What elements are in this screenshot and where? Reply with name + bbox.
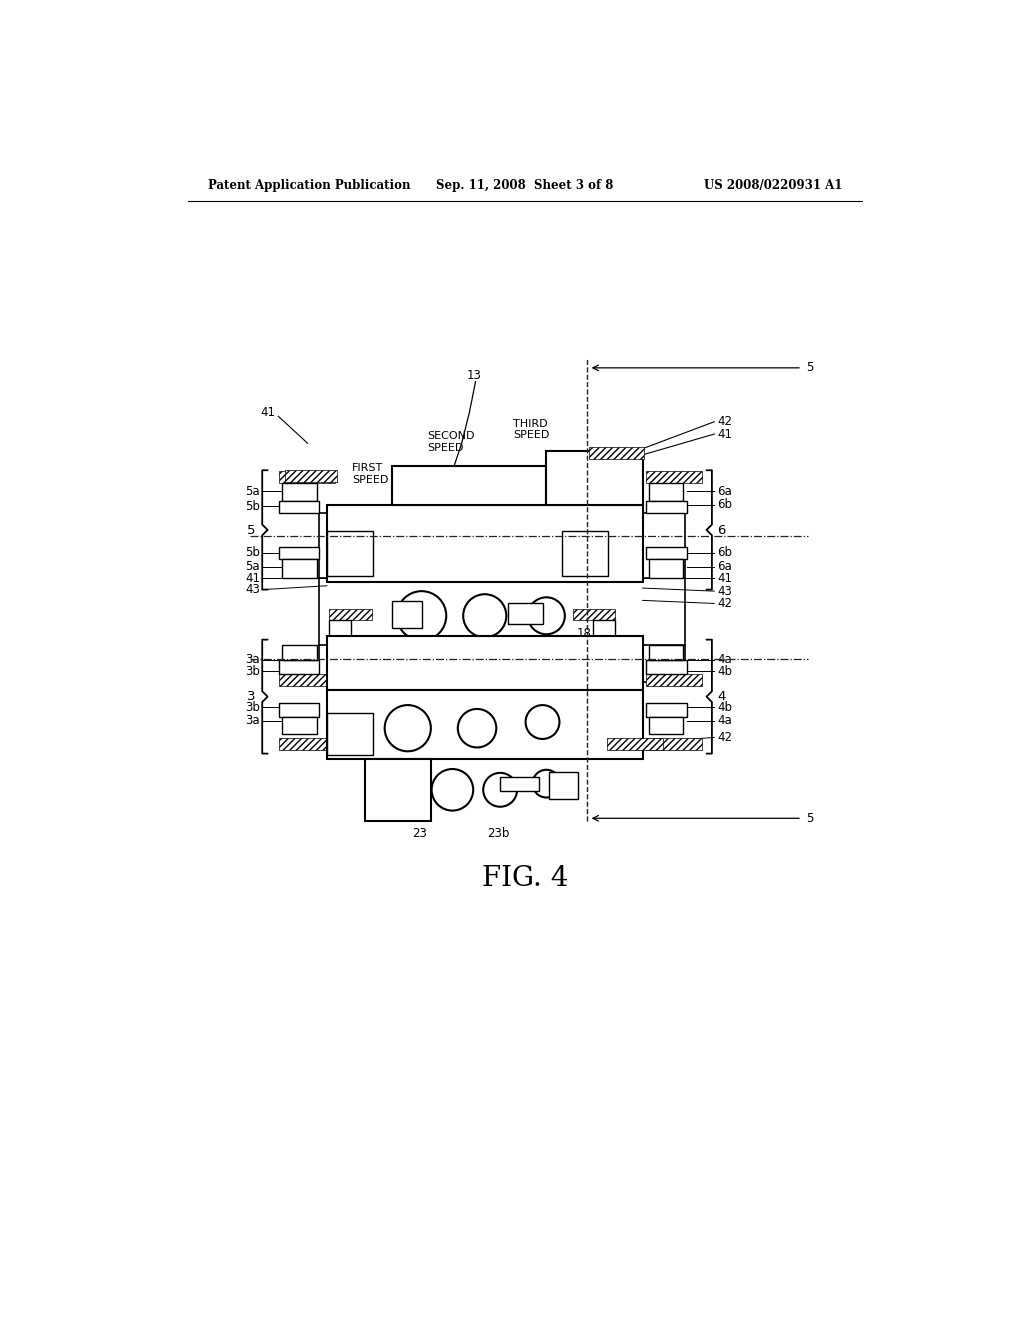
Text: 41: 41 bbox=[260, 407, 275, 418]
Bar bbox=[646, 502, 686, 512]
Text: 3b: 3b bbox=[245, 701, 260, 714]
Bar bbox=[283, 558, 316, 578]
Text: 5: 5 bbox=[807, 362, 814, 375]
Bar bbox=[280, 675, 335, 686]
Text: 5: 5 bbox=[247, 524, 255, 537]
Circle shape bbox=[463, 594, 506, 638]
Bar bbox=[547, 451, 643, 506]
Bar bbox=[590, 636, 618, 651]
Bar bbox=[589, 447, 644, 459]
Bar bbox=[280, 548, 319, 558]
Bar bbox=[327, 506, 643, 582]
Text: 3a: 3a bbox=[246, 714, 260, 727]
Bar bbox=[646, 548, 686, 558]
Text: 23b: 23b bbox=[487, 826, 510, 840]
Text: 18: 18 bbox=[578, 627, 592, 640]
Bar bbox=[646, 471, 701, 483]
Bar bbox=[283, 645, 316, 660]
Text: 6a: 6a bbox=[717, 560, 732, 573]
Bar bbox=[593, 620, 614, 636]
Bar bbox=[572, 609, 614, 620]
Text: 4b: 4b bbox=[717, 701, 732, 714]
Text: 3b: 3b bbox=[245, 665, 260, 677]
Text: 4a: 4a bbox=[717, 653, 732, 667]
Text: 42: 42 bbox=[717, 597, 732, 610]
Text: 5: 5 bbox=[807, 812, 814, 825]
Bar bbox=[500, 777, 539, 792]
Text: 13: 13 bbox=[467, 370, 482, 381]
Text: 3a: 3a bbox=[246, 653, 260, 667]
Text: 5b: 5b bbox=[245, 500, 260, 513]
Circle shape bbox=[432, 770, 473, 810]
Text: 41: 41 bbox=[717, 428, 732, 441]
Text: 43: 43 bbox=[717, 585, 732, 598]
Text: FIG. 4: FIG. 4 bbox=[481, 865, 568, 892]
Text: 43: 43 bbox=[245, 583, 260, 597]
Bar bbox=[280, 660, 319, 675]
Text: 5b: 5b bbox=[245, 546, 260, 560]
Bar bbox=[508, 603, 543, 624]
Circle shape bbox=[397, 591, 446, 640]
Circle shape bbox=[385, 705, 431, 751]
Bar bbox=[327, 636, 643, 689]
Bar bbox=[649, 483, 683, 502]
Text: 6b: 6b bbox=[717, 546, 732, 560]
Text: THIRD
SPEED: THIRD SPEED bbox=[513, 418, 550, 441]
Bar bbox=[649, 558, 683, 578]
Bar bbox=[330, 636, 358, 651]
Bar bbox=[283, 717, 316, 734]
Bar bbox=[549, 772, 578, 799]
Bar bbox=[646, 738, 701, 750]
Text: FIRST
SPEED: FIRST SPEED bbox=[352, 463, 389, 484]
Text: US 2008/0220931 A1: US 2008/0220931 A1 bbox=[703, 178, 842, 191]
Circle shape bbox=[532, 770, 560, 797]
Text: 41: 41 bbox=[245, 572, 260, 585]
Text: 23: 23 bbox=[412, 826, 427, 840]
Bar bbox=[280, 702, 319, 717]
Circle shape bbox=[525, 705, 559, 739]
Bar bbox=[392, 466, 547, 506]
Bar bbox=[327, 531, 373, 576]
Bar bbox=[646, 660, 686, 675]
Bar bbox=[607, 738, 663, 750]
Circle shape bbox=[458, 709, 497, 747]
Text: 4a: 4a bbox=[717, 714, 732, 727]
Text: 42: 42 bbox=[717, 416, 732, 428]
Text: 42: 42 bbox=[717, 731, 732, 744]
Bar bbox=[366, 759, 431, 821]
Bar bbox=[280, 502, 319, 512]
Text: SECOND
SPEED: SECOND SPEED bbox=[427, 430, 474, 453]
Bar bbox=[649, 717, 683, 734]
Text: Patent Application Publication: Patent Application Publication bbox=[208, 178, 410, 191]
Text: 5a: 5a bbox=[246, 560, 260, 573]
Text: 5a: 5a bbox=[246, 484, 260, 498]
Text: Sep. 11, 2008  Sheet 3 of 8: Sep. 11, 2008 Sheet 3 of 8 bbox=[436, 178, 613, 191]
Text: 3: 3 bbox=[247, 690, 255, 704]
Text: 6: 6 bbox=[717, 524, 726, 537]
Text: 41: 41 bbox=[717, 572, 732, 585]
Bar bbox=[646, 702, 686, 717]
Bar bbox=[283, 483, 316, 502]
Bar bbox=[285, 470, 337, 482]
Circle shape bbox=[483, 774, 517, 807]
Bar bbox=[646, 675, 701, 686]
Circle shape bbox=[528, 597, 565, 635]
Text: 4: 4 bbox=[717, 690, 726, 704]
Bar bbox=[280, 471, 335, 483]
Text: 6b: 6b bbox=[717, 499, 732, 511]
Bar bbox=[562, 531, 608, 576]
Bar bbox=[280, 738, 335, 750]
Bar bbox=[392, 601, 422, 628]
Bar bbox=[330, 609, 372, 620]
Bar bbox=[327, 713, 373, 755]
Bar bbox=[649, 645, 683, 660]
Text: 4b: 4b bbox=[717, 665, 732, 677]
Text: 6a: 6a bbox=[717, 484, 732, 498]
Bar bbox=[327, 689, 643, 759]
Bar bbox=[330, 620, 351, 636]
